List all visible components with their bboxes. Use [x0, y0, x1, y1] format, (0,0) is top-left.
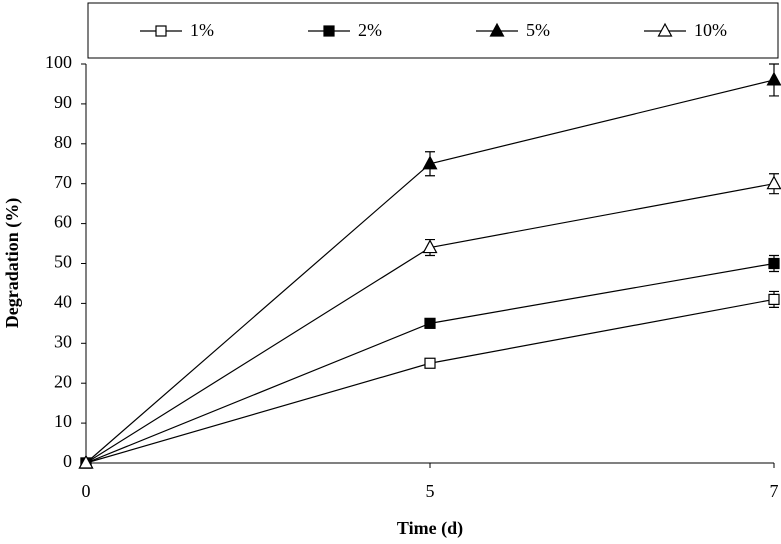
legend-marker: [489, 22, 505, 37]
legend-marker: [657, 22, 673, 37]
x-tick-label: 7: [770, 481, 779, 501]
data-point: [424, 357, 436, 369]
y-tick-label: 0: [63, 451, 72, 471]
y-tick-label: 100: [45, 52, 72, 72]
series-line: [85, 79, 775, 464]
y-tick-label: 80: [54, 132, 72, 152]
data-point: [78, 454, 94, 469]
legend-label: 5%: [526, 20, 550, 40]
y-tick-label: 30: [54, 331, 72, 351]
legend-box: [87, 2, 779, 59]
y-tick-label: 40: [54, 292, 72, 312]
x-tick-label: 5: [426, 481, 435, 501]
legend-label: 2%: [358, 20, 382, 40]
y-tick-label: 10: [54, 411, 72, 431]
y-tick-label: 60: [54, 212, 72, 232]
y-axis-title: Degradation (%): [2, 198, 23, 328]
legend-label: 10%: [694, 20, 727, 40]
x-axis-title: Time (d): [397, 518, 463, 539]
legend-marker: [155, 25, 167, 37]
x-tick-label: 0: [82, 481, 91, 501]
data-point: [422, 239, 438, 254]
y-tick-label: 70: [54, 172, 72, 192]
y-tick-label: 20: [54, 371, 72, 391]
data-point: [766, 175, 781, 190]
data-point: [422, 155, 438, 170]
data-point: [768, 293, 780, 306]
data-point: [766, 71, 781, 86]
data-point: [768, 257, 780, 270]
legend-label: 1%: [190, 20, 214, 40]
legend-marker: [323, 25, 335, 37]
y-tick-label: 50: [54, 252, 72, 272]
data-point: [424, 317, 436, 329]
y-tick-label: 90: [54, 92, 72, 112]
